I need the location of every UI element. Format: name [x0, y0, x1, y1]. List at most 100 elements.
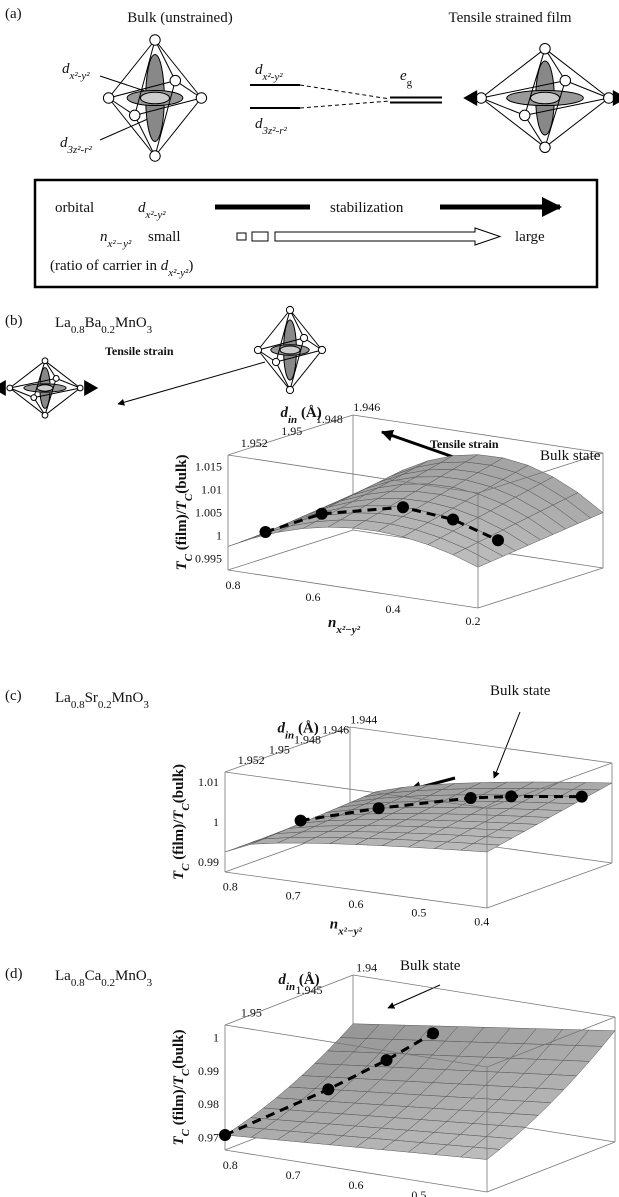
data-dot [315, 507, 328, 520]
panel-label: (a) [5, 6, 22, 22]
z-tick-label: 0.98 [198, 1097, 219, 1111]
formula: La0.8Sr0.2MnO3 [55, 690, 149, 711]
octa-edge [289, 309, 323, 351]
n-tick-label: 0.8 [223, 880, 238, 894]
ion [41, 411, 49, 419]
text-part: x²-y² [167, 267, 189, 279]
text-part: 0.2 [98, 699, 112, 711]
annotation: Bulk state [400, 958, 461, 974]
box-edge [224, 1024, 488, 1068]
box-edge [486, 1141, 616, 1193]
data-dot [380, 1054, 393, 1067]
n-axis-label: nx²−y² [330, 916, 363, 937]
octa-edge [9, 377, 57, 389]
n-tick-label: 0.6 [349, 897, 364, 911]
octa-edge [44, 360, 57, 379]
text-part: (bulk) [171, 764, 187, 803]
box-icon [251, 231, 269, 242]
box-edge [349, 726, 613, 764]
text-part: g [407, 77, 413, 89]
n-tick-label: 0.7 [286, 1168, 301, 1182]
text-part: 0.2 [101, 324, 115, 336]
n-axis-label: nx²−y² [328, 615, 361, 636]
octa-edge [108, 80, 176, 99]
annotation: Bulk state [490, 683, 551, 699]
data-dot [397, 501, 409, 514]
text-part: d [278, 972, 286, 988]
box-edge [224, 1149, 488, 1193]
box-text: stabilization [330, 200, 404, 216]
octa-edge [481, 97, 525, 116]
octa-edge [275, 361, 291, 391]
text-part: in [285, 730, 294, 742]
text-part: (Å) [294, 721, 319, 737]
octa-edge [257, 337, 305, 351]
ion [102, 92, 115, 104]
panel-label: (c) [5, 688, 22, 704]
octa-edge [9, 387, 34, 399]
octa-edge [544, 97, 610, 148]
surface-patch [224, 838, 264, 853]
text-part: (film)/ [171, 1084, 187, 1129]
data-dot [219, 1129, 231, 1141]
text-part: T [171, 1075, 187, 1085]
formula: La0.8Ba0.2MnO3 [55, 315, 153, 336]
strain-arrow [463, 90, 478, 106]
panel-label: (b) [5, 313, 23, 329]
text-part: x²−y² [107, 238, 132, 250]
octa-edge [9, 360, 46, 389]
d-tick-label: 1.944 [350, 712, 377, 726]
text-part: C [180, 1128, 192, 1136]
n-tick-label: 0.8 [226, 578, 241, 592]
text-part: 0.2 [101, 977, 115, 989]
text-part: (bulk) [174, 455, 190, 494]
box-text: small [148, 229, 181, 245]
text-part: 3z²-r² [262, 125, 288, 137]
text-part: x²−y² [337, 925, 362, 937]
ion [76, 384, 84, 392]
octa-edge [289, 337, 305, 391]
d-tick-label: 1.94 [356, 961, 377, 975]
strain-arrow [84, 380, 99, 396]
text-part: x²-y² [145, 209, 167, 221]
surface-patch [459, 843, 501, 853]
d-tick-label: 1.95 [269, 743, 290, 757]
n-tick-label: 0.5 [411, 1188, 426, 1197]
orbital-ring [36, 384, 54, 392]
d-tick-label: 1.945 [296, 983, 323, 997]
text-part: (film)/ [171, 819, 187, 864]
d-axis-label: din (Å) [281, 405, 322, 426]
z-tick-label: 1.01 [201, 483, 222, 497]
data-dot [464, 792, 477, 805]
text-part: 3 [147, 977, 153, 989]
dashed-link [299, 84, 391, 109]
octa-edge [544, 48, 566, 81]
formula: La0.8Ca0.2MnO3 [55, 968, 153, 989]
text-part: n [328, 615, 336, 631]
octa-edge [257, 349, 291, 391]
text-part: C [183, 493, 195, 501]
d-axis-label: din (Å) [278, 972, 319, 993]
data-dot [575, 790, 588, 803]
text-part: (ratio of carrier in [50, 258, 161, 274]
ion [271, 357, 281, 367]
n-tick-label: 0.8 [223, 1158, 238, 1172]
surface-patch [452, 548, 492, 568]
text-part: (Å) [297, 405, 322, 421]
n-tick-label: 0.4 [474, 914, 489, 928]
octa-edge [565, 80, 609, 99]
ion [475, 92, 487, 104]
data-dot [427, 1027, 440, 1040]
z-tick-label: 0.99 [198, 1064, 219, 1078]
annotation: Bulk state [540, 448, 601, 464]
text-part: Sr [85, 690, 98, 706]
z-axis-label: TC (film)/TC(bulk) [171, 764, 192, 880]
data-dot [447, 513, 459, 526]
octa-edge [275, 309, 291, 363]
eg-label: eg [400, 68, 413, 89]
octa-edge [289, 349, 323, 391]
orbital-label: d3z²-r² [60, 135, 93, 156]
text-part: (bulk) [171, 1030, 187, 1069]
box-edge [224, 974, 354, 1026]
annotation: Tensile strain [430, 437, 499, 451]
